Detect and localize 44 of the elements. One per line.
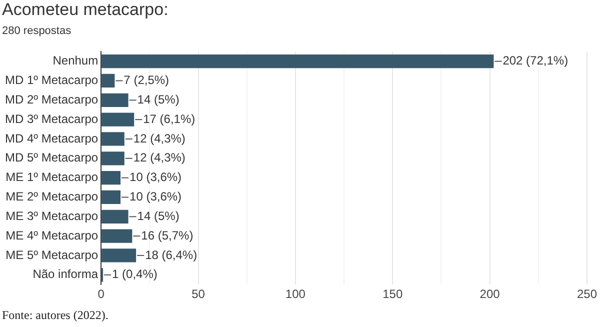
y-tick-label: ME 4º Metacarpo	[6, 228, 98, 242]
bar	[102, 74, 115, 88]
data-label: 7 (2,5%)	[124, 73, 170, 88]
bar	[102, 93, 128, 107]
source-note: Fonte: autores (2022).	[2, 308, 108, 323]
y-tick-label: ME 2º Metacarpo	[6, 190, 98, 204]
data-label: 202 (72,1%)	[502, 54, 568, 68]
data-label: 17 (6,1%)	[143, 112, 196, 126]
y-tick-label: ME 3º Metacarpo	[6, 208, 98, 223]
y-tick-label: MD 5º Metacarpo	[4, 150, 98, 165]
y-tick-label: Não informa	[32, 267, 98, 282]
y-tick-label: ME 5º Metacarpo	[6, 248, 98, 262]
x-tick-label: 250	[576, 287, 598, 302]
data-label: 12 (4,3%)	[133, 131, 186, 146]
x-tick-label: 50	[192, 287, 206, 302]
data-label: 12 (4,3%)	[133, 150, 186, 165]
bar	[102, 54, 494, 68]
bar	[102, 229, 132, 243]
bar	[102, 171, 121, 185]
data-label: 14 (5%)	[137, 208, 180, 223]
bar	[102, 190, 121, 204]
data-label: 14 (5%)	[137, 92, 180, 106]
chart-subtitle: 280 respostas	[2, 25, 72, 38]
bar	[102, 210, 128, 224]
data-label: 18 (6,4%)	[145, 248, 198, 262]
data-label: 10 (3,6%)	[130, 190, 182, 204]
data-label: 10 (3,6%)	[130, 170, 182, 184]
x-tick-label: 200	[480, 287, 500, 302]
bar	[102, 152, 124, 166]
y-tick-label: MD 3º Metacarpo	[4, 112, 98, 126]
data-label: 16 (5,7%)	[141, 228, 194, 242]
y-tick-label: Nenhum	[52, 54, 98, 68]
x-tick-label: 0	[98, 287, 105, 302]
x-tick-label: 100	[285, 287, 306, 302]
x-tick-label: 150	[382, 287, 403, 302]
data-label: 1 (0,4%)	[112, 267, 158, 282]
y-tick-label: ME 1º Metacarpo	[6, 170, 98, 184]
bar	[102, 248, 136, 262]
y-tick-label: MD 2º Metacarpo	[4, 92, 98, 106]
y-tick-label: MD 4º Metacarpo	[4, 131, 98, 146]
chart-title: Acometeu metacarpo:	[2, 0, 168, 19]
y-tick-label: MD 1º Metacarpo	[4, 73, 98, 88]
bar	[102, 132, 124, 146]
bar	[102, 112, 134, 126]
